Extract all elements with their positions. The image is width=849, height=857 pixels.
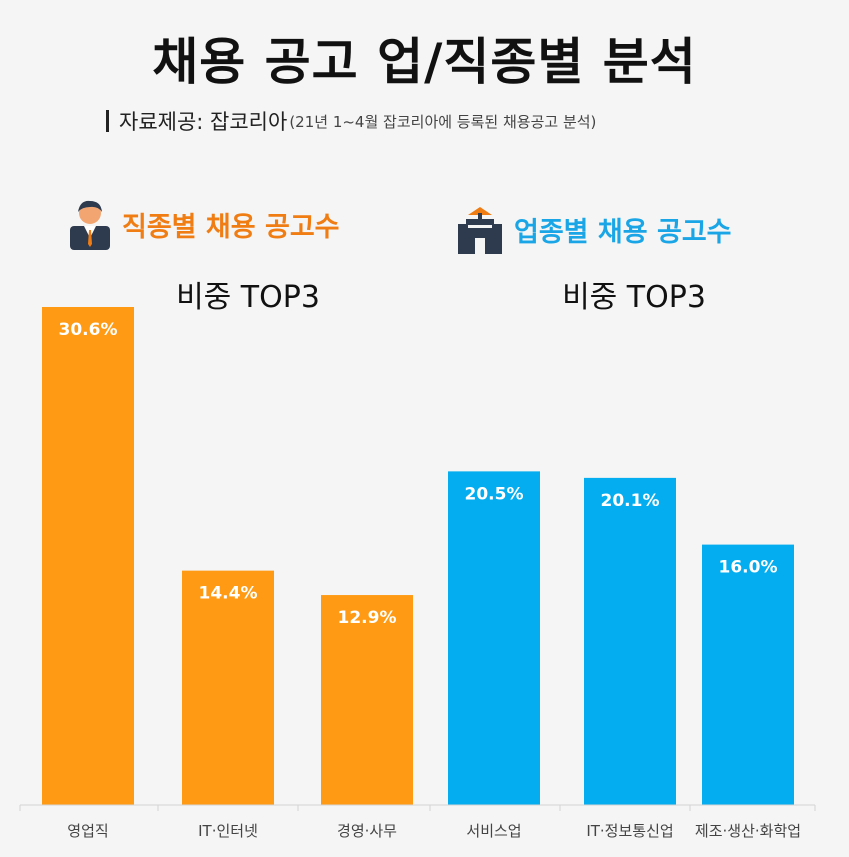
page-title: 채용 공고 업/직종별 분석 xyxy=(152,33,697,91)
source-divider xyxy=(106,110,109,132)
bar-value-label-manufacturing-chemical: 16.0% xyxy=(719,558,778,578)
bar-management-office xyxy=(321,595,413,805)
category-label-manufacturing-chemical: 제조·생산·화학업 xyxy=(695,822,801,840)
bar-manufacturing-chemical xyxy=(702,544,794,805)
source-line: 자료제공: 잡코리아 (21년 1~4월 잡코리아에 등록된 채용공고 분석) xyxy=(106,106,596,136)
bar-value-label-service: 20.5% xyxy=(465,484,524,504)
category-label-management-office: 경영·사무 xyxy=(337,822,397,840)
bar-it-internet xyxy=(182,570,274,805)
bar-service xyxy=(448,471,540,805)
source-main: 자료제공: 잡코리아 xyxy=(119,110,288,134)
person-icon xyxy=(70,200,110,250)
source-note: (21년 1~4월 잡코리아에 등록된 채용공고 분석) xyxy=(289,112,597,131)
bar-it-telecom xyxy=(584,477,676,805)
industry-group-subtitle: 비중 TOP3 xyxy=(562,280,706,315)
industry-group-heading: 업종별 채용 공고수 xyxy=(456,204,732,254)
category-label-it-internet: IT·인터넷 xyxy=(198,822,258,840)
bar-value-label-it-telecom: 20.1% xyxy=(601,491,660,511)
category-label-it-telecom: IT·정보통신업 xyxy=(586,822,673,840)
bar-sales xyxy=(42,307,134,805)
occupation-group-subtitle: 비중 TOP3 xyxy=(176,280,320,315)
industry-group-title: 업종별 채용 공고수 xyxy=(514,216,732,248)
occupation-group-heading: 직종별 채용 공고수 xyxy=(68,198,340,250)
occupation-group-title: 직종별 채용 공고수 xyxy=(122,211,340,243)
bar-value-label-it-internet: 14.4% xyxy=(199,584,258,604)
bar-value-label-management-office: 12.9% xyxy=(338,608,397,628)
building-icon xyxy=(458,207,502,254)
category-label-service: 서비스업 xyxy=(466,822,521,840)
bar-value-label-sales: 30.6% xyxy=(59,320,118,340)
category-label-sales: 영업직 xyxy=(67,822,108,840)
